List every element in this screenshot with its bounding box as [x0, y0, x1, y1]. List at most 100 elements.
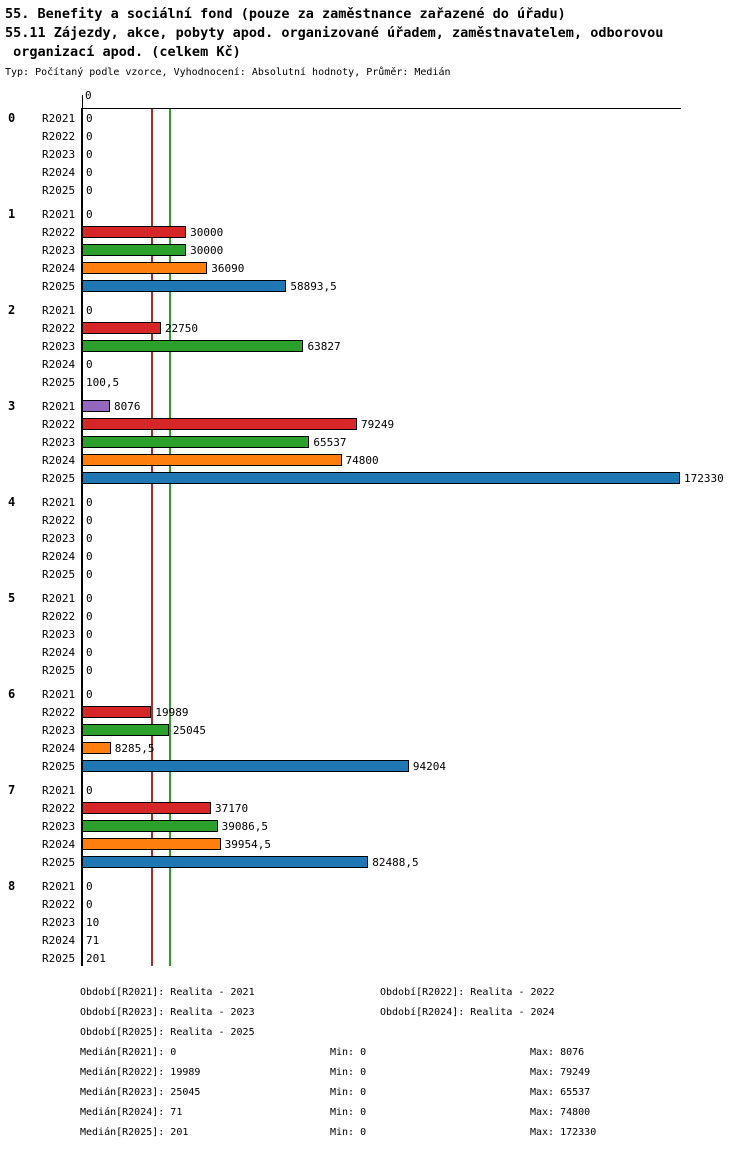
bar-group-2: 2 R2021 0 R2022 22750 R2023 63827 R2024 0 R2025 10…: [0, 301, 750, 391]
bar-track: 0: [82, 661, 750, 679]
value-label: 71: [86, 933, 100, 947]
bar-track: 0: [82, 547, 750, 565]
series-label: R2021: [42, 111, 76, 125]
chart-row: 3 R2021 8076: [0, 397, 750, 415]
bar-R2024: [82, 454, 342, 466]
chart-row: 5 R2021 0: [0, 589, 750, 607]
bar-track: 19989: [82, 703, 750, 721]
series-label: R2021: [42, 879, 76, 893]
chart-row: R2022 0: [0, 127, 750, 145]
legend-row: Období[R2021]: Realita - 2021 Období[R20…: [80, 982, 750, 1002]
chart-row: R2023 39086,5: [0, 817, 750, 835]
bar-track: 0: [82, 589, 750, 607]
bar-track: 0: [82, 205, 750, 223]
chart-row: R2025 94204: [0, 757, 750, 775]
median-r2022: Medián[R2022]: 19989: [80, 1066, 201, 1078]
bar-R2023: [82, 820, 218, 832]
value-label: 172330: [684, 471, 724, 485]
bar-R2022: [82, 418, 357, 430]
series-label: R2021: [42, 303, 76, 317]
series-label: R2024: [42, 549, 76, 563]
value-label: 39954,5: [224, 837, 271, 851]
bar-track: 0: [82, 895, 750, 913]
bar-track: 0: [82, 685, 750, 703]
bar-R2025: [82, 760, 409, 772]
legend-item-r2022: Období[R2022]: Realita - 2022: [380, 986, 555, 998]
bar-group-8: 8 R2021 0 R2022 0 R2023 10 R2024 71 R2025 201: [0, 877, 750, 967]
series-label: R2025: [42, 183, 76, 197]
group-label: 1: [8, 207, 16, 221]
bar-track: 100,5: [82, 373, 750, 391]
value-label: 201: [86, 951, 106, 965]
value-label: 0: [86, 111, 93, 125]
bar-track: 0: [82, 565, 750, 583]
bar-track: 0: [82, 511, 750, 529]
bar-track: 58893,5: [82, 277, 750, 295]
value-label: 0: [86, 207, 93, 221]
bar-R2023: [82, 724, 169, 736]
chart-row: R2024 0: [0, 547, 750, 565]
bar-R2025: [82, 280, 287, 292]
median-r2021: Medián[R2021]: 0: [80, 1046, 177, 1058]
axis-zero-line: [81, 108, 83, 966]
bar-track: 22750: [82, 319, 750, 337]
bar-track: 0: [82, 355, 750, 373]
group-label: 5: [8, 591, 16, 605]
series-label: R2023: [42, 435, 76, 449]
bar-group-5: 5 R2021 0 R2022 0 R2023 0 R2024 0 R2025 0: [0, 589, 750, 679]
bar-track: 10: [82, 913, 750, 931]
series-label: R2022: [42, 513, 76, 527]
chart-row: R2023 0: [0, 145, 750, 163]
series-label: R2021: [42, 207, 76, 221]
series-label: R2021: [42, 495, 76, 509]
max-r2024: Max: 74800: [530, 1106, 591, 1118]
chart-row: R2023 63827: [0, 337, 750, 355]
bar-chart: 0 0 R2021 0 R2022 0 R2023 0 R2024 0 R2025 0 1 R2021 0…: [0, 90, 750, 968]
chart-row: R2022 19989: [0, 703, 750, 721]
chart-row: R2023 30000: [0, 241, 750, 259]
chart-row: R2024 0: [0, 163, 750, 181]
chart-row: R2025 0: [0, 565, 750, 583]
value-label: 0: [86, 513, 93, 527]
median-r2024: Medián[R2024]: 71: [80, 1106, 183, 1118]
value-label: 0: [86, 165, 93, 179]
chart-row: 4 R2021 0: [0, 493, 750, 511]
bar-R2025: [82, 472, 680, 484]
value-label: 0: [86, 303, 93, 317]
bar-R2024: [82, 742, 111, 754]
value-label: 0: [86, 783, 93, 797]
chart-row: R2022 30000: [0, 223, 750, 241]
value-label: 8076: [114, 399, 141, 413]
series-label: R2025: [42, 759, 76, 773]
value-label: 0: [86, 627, 93, 641]
series-label: R2024: [42, 165, 76, 179]
chart-row: R2024 0: [0, 355, 750, 373]
series-label: R2022: [42, 609, 76, 623]
value-label: 0: [86, 645, 93, 659]
bar-R2025: [82, 856, 369, 868]
value-label: 0: [86, 495, 93, 509]
chart-row: 7 R2021 0: [0, 781, 750, 799]
bar-track: 0: [82, 127, 750, 145]
series-label: R2021: [42, 783, 76, 797]
bar-track: 71: [82, 931, 750, 949]
chart-row: R2023 25045: [0, 721, 750, 739]
group-label: 8: [8, 879, 16, 893]
bar-track: 25045: [82, 721, 750, 739]
bar-R2021: [82, 400, 111, 412]
bar-group-3: 3 R2021 8076 R2022 79249 R2023 65537 R2024 74800…: [0, 397, 750, 487]
value-label: 65537: [313, 435, 347, 449]
median-r2025: Medián[R2025]: 201: [80, 1126, 189, 1138]
bar-track: 30000: [82, 241, 750, 259]
bar-R2022: [82, 226, 187, 238]
bar-track: 79249: [82, 415, 750, 433]
bar-track: 94204: [82, 757, 750, 775]
value-label: 58893,5: [290, 279, 337, 293]
chart-row: R2023 10: [0, 913, 750, 931]
series-label: R2021: [42, 687, 76, 701]
bar-track: 65537: [82, 433, 750, 451]
group-label: 3: [8, 399, 16, 413]
stats: Medián[R2021]: 0 Min: 0 Max: 8076 Medián…: [80, 1042, 750, 1142]
bar-track: 0: [82, 109, 750, 127]
value-label: 63827: [307, 339, 341, 353]
